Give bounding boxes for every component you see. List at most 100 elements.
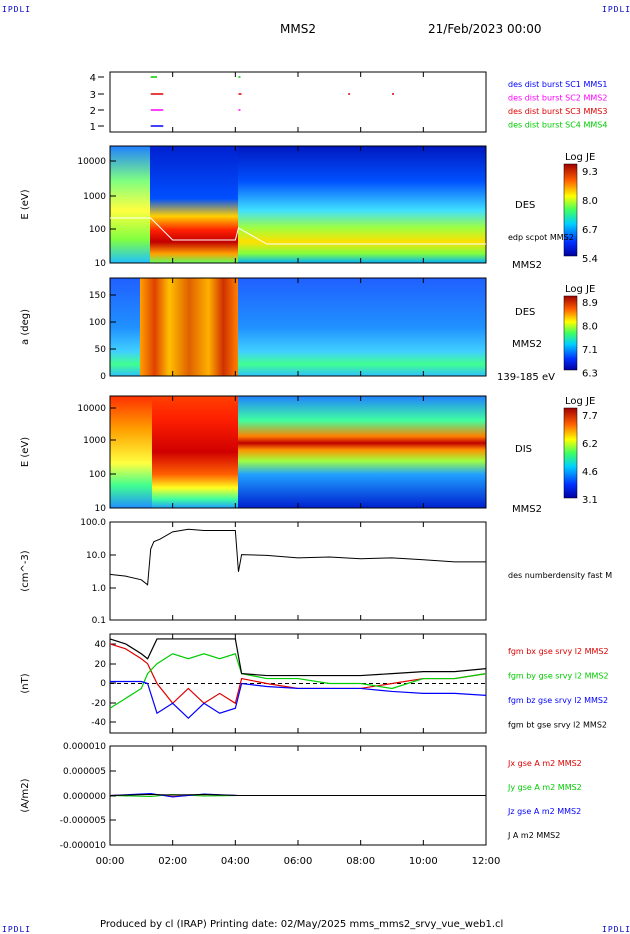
y-tick-label: 100 (89, 225, 106, 235)
des-energy-region-lobe (238, 146, 486, 263)
series-legend-entry: J A m2 MMS2 (507, 831, 560, 840)
y-tick-label: 50 (95, 345, 107, 355)
colorbar-dis-energy (563, 407, 578, 499)
bfield-line (109, 653, 487, 709)
burst-legend-entry: des dist burst SC3 MMS3 (508, 107, 607, 116)
y-tick-label: 4 (90, 73, 96, 84)
y-tick-label: 0.000010 (63, 742, 106, 752)
colorbar-title: Log JE (565, 152, 595, 163)
series-legend-entry: fgm by gse srvy l2 MMS2 (508, 672, 609, 681)
y-tick-label: 0.000000 (63, 792, 106, 802)
burst-legend-entry: des dist burst SC2 MMS2 (508, 94, 607, 103)
y-tick-label: 10.0 (86, 551, 106, 561)
series-legend-entry: Jx gse A m2 MMS2 (507, 759, 582, 768)
colorbar-tick: 3.1 (582, 495, 598, 506)
time-tick-label: 02:00 (158, 856, 187, 867)
y-tick-label: 1000 (83, 192, 106, 202)
y-tick-label: 10 (95, 259, 107, 269)
y-axis-label: E (eV) (20, 437, 31, 467)
time-tick-label: 12:00 (472, 856, 501, 867)
y-tick-label: -0.000005 (60, 816, 106, 826)
series-legend-entry: des numberdensity fast M (508, 571, 612, 580)
panel-frame-0 (109, 71, 487, 133)
panel-instrument-label: DES (515, 307, 535, 318)
y-axis-label: (A/m2) (20, 778, 31, 812)
des-pitch-region-early (110, 278, 140, 376)
colorbar-tick: 8.0 (582, 322, 598, 333)
dis-energy-region-sheath (152, 396, 238, 508)
series-legend-entry: fgm bt gse srvy l2 MMS2 (508, 721, 607, 730)
y-tick-label: 20 (95, 660, 107, 670)
burst-legend-entry: des dist burst SC4 MMS4 (508, 121, 607, 130)
y-tick-label: 0.1 (92, 616, 106, 626)
corner-mark-bottom-left: IPDLI (2, 925, 32, 934)
y-tick-label: 150 (89, 291, 106, 301)
des-energy-region-early (110, 146, 150, 263)
y-tick-label: -40 (91, 718, 106, 728)
y-tick-label: 10000 (77, 404, 106, 414)
des-energy-region-sheath (150, 146, 238, 263)
corner-mark-bottom-right: IPDLI (602, 925, 630, 934)
colorbar-tick: 6.3 (582, 369, 598, 380)
scpot-line (110, 217, 486, 245)
y-axis-label: E (eV) (20, 189, 31, 219)
colorbar-des-energy (563, 163, 578, 257)
colorbar-tick: 7.1 (582, 345, 598, 356)
current-line (109, 794, 486, 796)
series-legend-entry: Jy gse A m2 MMS2 (507, 783, 582, 792)
energy-range-label: 139-185 eV (497, 372, 555, 383)
y-tick-label: 2 (90, 106, 96, 117)
colorbar-tick: 7.7 (582, 411, 598, 422)
time-tick-label: 10:00 (409, 856, 438, 867)
y-axis-label: a (deg) (20, 309, 31, 345)
y-tick-label: -0.000010 (60, 841, 106, 851)
y-tick-label: 10 (95, 504, 107, 514)
y-axis-label: (cm^-3) (20, 550, 31, 591)
bfield-line (109, 643, 487, 705)
series-legend-entry: Jz gse A m2 MMS2 (507, 807, 581, 816)
density-line (109, 528, 486, 586)
y-tick-label: 0.000005 (63, 767, 106, 777)
dis-energy-region-early (110, 396, 152, 508)
colorbar-tick: 9.3 (582, 167, 598, 178)
time-tick-label: 08:00 (346, 856, 375, 867)
corner-mark-top-left: IPDLI (2, 5, 32, 14)
y-tick-label: 40 (95, 640, 107, 650)
dis-energy-region-lobe (238, 396, 486, 508)
series-legend-entry: fgm bz gse srvy l2 MMS2 (508, 696, 608, 705)
overlay-label: edp scpot MMS2 (508, 233, 574, 242)
y-tick-label: 1.0 (92, 584, 107, 594)
des-pitch-region-lobe (238, 278, 486, 376)
des-pitch-region-sheath (140, 278, 238, 376)
series-legend-entry: fgm bx gse srvy l2 MMS2 (508, 647, 609, 656)
y-tick-label: 3 (90, 90, 96, 101)
colorbar-tick: 8.9 (582, 298, 598, 309)
time-tick-label: 00:00 (96, 856, 125, 867)
y-tick-label: 0 (100, 679, 106, 689)
colorbar-tick: 6.2 (582, 439, 598, 450)
panel-spacecraft-label: MMS2 (512, 504, 542, 515)
burst-legend-entry: des dist burst SC1 MMS1 (508, 80, 607, 89)
y-tick-label: 100.0 (80, 518, 106, 528)
colorbar-tick: 5.4 (582, 254, 598, 265)
panel-instrument-label: DIS (515, 444, 532, 455)
colorbar-tick: 4.6 (582, 467, 598, 478)
colorbar-tick: 8.0 (582, 196, 598, 207)
y-tick-label: 100 (89, 318, 106, 328)
y-tick-label: 1000 (83, 436, 106, 446)
footer-text: Produced by cl (IRAP) Printing date: 02/… (100, 919, 504, 930)
heatmap-layer (110, 146, 578, 508)
colorbar-title: Log JE (565, 396, 595, 407)
y-tick-label: -20 (91, 699, 106, 709)
y-tick-label: 10000 (77, 157, 106, 167)
colorbar-tick: 6.7 (582, 225, 598, 236)
colorbar-title: Log JE (565, 284, 595, 295)
y-tick-label: 100 (89, 470, 106, 480)
corner-mark-top-right: IPDLI (602, 5, 630, 14)
header-date: 21/Feb/2023 00:00 (428, 22, 542, 36)
bfield-line (110, 680, 487, 719)
panel-spacecraft-label: MMS2 (512, 339, 542, 350)
panel-instrument-label: DES (515, 200, 535, 211)
colorbar-des-pitch (563, 295, 578, 371)
